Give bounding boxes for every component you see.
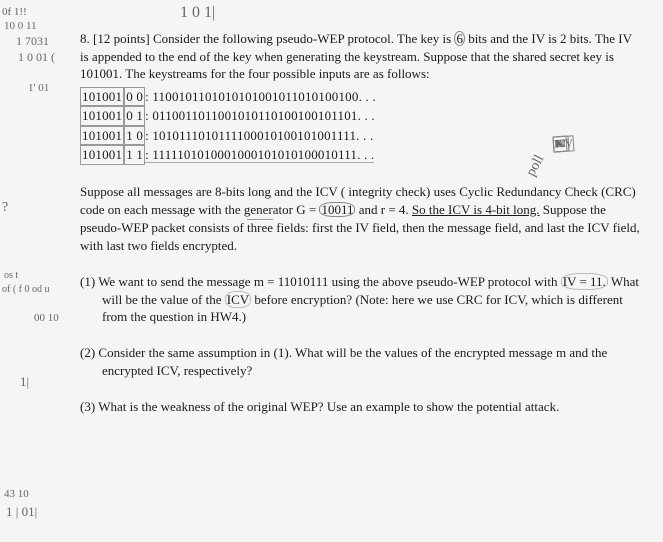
p1-t2: and r = 4. [359,202,409,217]
note-l10: 1| [20,374,29,390]
keybits-circled: 6 [454,31,465,46]
note-l1: 0f 1!! [2,6,27,18]
ks-row-3: 1010011 1: 11111010100010001010101000101… [80,145,643,165]
q-number: 8. [80,31,90,46]
question-intro: 8. [12 points] Consider the following ps… [80,30,643,83]
ks1-stream: : 0110011011001010110100100101101. . . [145,108,375,123]
icv-circled: ICV [225,291,251,308]
sub3-text: What is the weakness of the original WEP… [98,399,559,414]
subquestion-1: (1) We want to send the message m = 1101… [80,273,643,327]
sub1-t1: We want to send the message m = 11010111… [98,274,557,289]
note-l2: 10 0 11 [4,20,37,32]
ks2-key: 101001 [80,126,124,146]
ks-row-2: 1010011 0: 10101110101111000101001010011… [80,126,643,146]
ks2-stream: : 1010111010111100010100101001111. . . [145,128,373,143]
ks0-stream: : 1100101101010101001011010100100. . . [145,89,376,104]
ks3-key: 101001 [80,145,124,165]
note-l7: os t [4,270,18,281]
paragraph-crc: Suppose all messages are 8-bits long and… [80,183,643,255]
sub2-num: (2) [80,345,95,360]
three-annot: three [247,219,273,235]
sub3-num: (3) [80,399,95,414]
ks3-stream: : 1111101010001000101010100010111. . . [145,147,374,163]
note-l9: 00 10 [34,312,59,324]
ks1-key: 101001 [80,106,124,126]
note-l3: 1 7031 [16,34,49,49]
note-l12: 1 | 01| [6,504,37,520]
ks2-iv: 1 0 [124,126,145,146]
handnote-top: 1 0 1| [180,4,215,22]
q-intro1: Consider the following pseudo-WEP protoc… [153,31,451,46]
ks-row-0: 1010010 0: 11001011010101010010110101001… [80,87,643,107]
note-l6: ? [2,200,8,216]
note-l4: 1 0 01 ( [18,50,55,65]
sub2-text: Consider the same assumption in (1). Wha… [98,345,607,378]
left-margin: 0f 1!! 10 0 11 1 7031 1 0 01 ( 1' 01 ? o… [0,0,80,542]
note-l11: 43 10 [4,488,29,500]
icv-4bit-underlined: So the ICV is 4-bit long. [412,202,540,217]
page-content: 8. [12 points] Consider the following ps… [80,30,643,416]
subquestion-2: (2) Consider the same assumption in (1).… [80,344,643,380]
generator-circled: 10011 [319,202,355,217]
ks0-key: 101001 [80,87,124,107]
ks-row-1: 1010010 1: 01100110110010101101001001011… [80,106,643,126]
subquestion-3: (3) What is the weakness of the original… [80,398,643,416]
ks0-iv: 0 0 [124,87,145,107]
note-l5: 1' 01 [28,82,49,94]
q-points: [12 points] [93,31,150,46]
iv-circled: IV = 11. [561,273,608,290]
ks3-iv: 1 1 [124,145,145,165]
ks1-iv: 0 1 [124,106,145,126]
note-l8: of ( f 0 od u [2,284,50,295]
keystream-block: 1010010 0: 11001011010101010010110101001… [80,87,643,165]
sub1-num: (1) [80,274,95,289]
